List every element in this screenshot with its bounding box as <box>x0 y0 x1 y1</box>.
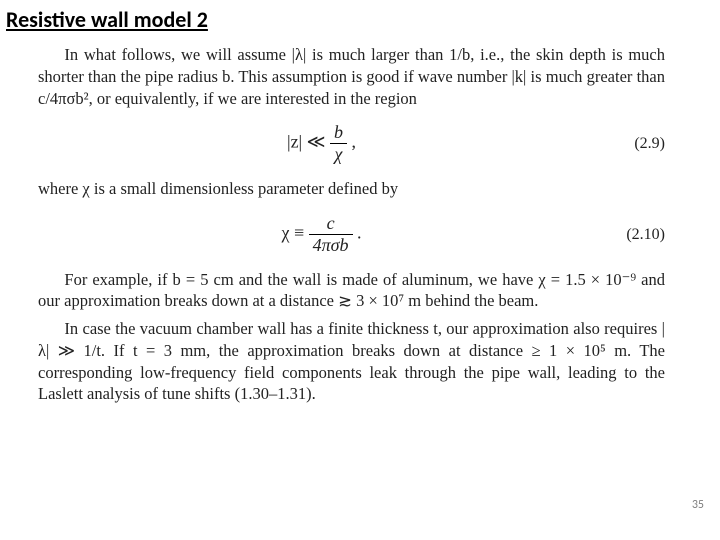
paragraph-1: In what follows, we will assume |λ| is m… <box>38 44 665 109</box>
eq1-tail: , <box>352 132 357 152</box>
eq2-numerator: c <box>309 214 353 235</box>
body-text: In what follows, we will assume |λ| is m… <box>38 44 665 411</box>
eq1-fraction: b χ <box>330 123 347 164</box>
paragraph-3: For example, if b = 5 cm and the wall is… <box>38 269 665 313</box>
equation-2-10-number: (2.10) <box>605 224 665 245</box>
slide-root: Resistive wall model 2 In what follows, … <box>0 0 720 540</box>
equation-2-9-expr: |z| ≪ b χ , <box>38 123 605 164</box>
eq1-numerator: b <box>330 123 347 144</box>
eq2-denominator: 4πσb <box>309 235 353 255</box>
eq1-lhs: |z| ≪ <box>287 132 330 152</box>
paragraph-4: In case the vacuum chamber wall has a fi… <box>38 318 665 405</box>
eq1-denominator: χ <box>330 144 347 164</box>
page-number: 35 <box>692 498 704 512</box>
equation-2-10-expr: χ ≡ c 4πσb . <box>38 214 605 255</box>
equation-2-9-number: (2.9) <box>605 133 665 154</box>
slide-title: Resistive wall model 2 <box>6 6 208 33</box>
eq2-fraction: c 4πσb <box>309 214 353 255</box>
eq2-lhs: χ ≡ <box>281 222 308 242</box>
equation-2-10: χ ≡ c 4πσb . (2.10) <box>38 214 665 255</box>
equation-2-9: |z| ≪ b χ , (2.9) <box>38 123 665 164</box>
paragraph-2: where χ is a small dimensionless paramet… <box>38 178 665 200</box>
eq2-tail: . <box>357 222 362 242</box>
